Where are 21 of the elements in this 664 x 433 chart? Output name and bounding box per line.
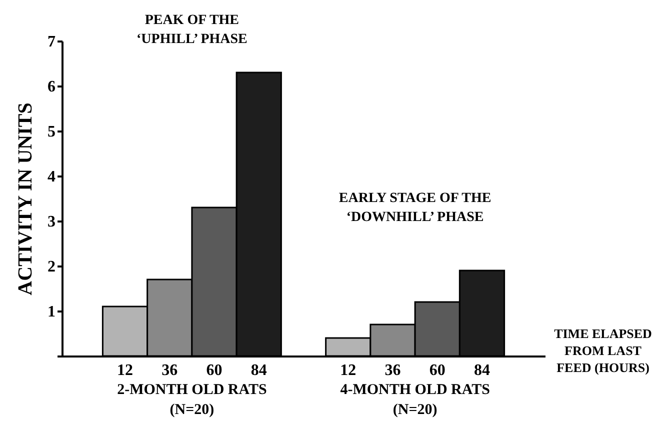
x-tick-label: 12 (117, 362, 134, 379)
x-tick-label: 84 (474, 362, 490, 379)
x-axis-title: TIME ELAPSED FROM LAST FEED (HOURS) (554, 326, 652, 375)
x-tick-label: 36 (162, 362, 178, 379)
y-tick-label: 4 (48, 168, 56, 186)
y-tick-label: 1 (48, 304, 56, 320)
y-tick-label: 6 (48, 78, 56, 96)
x-tick-label: 36 (384, 362, 401, 379)
y-tick-label: 3 (48, 214, 56, 230)
annotation: PEAK OF THE ‘UPHILL’ PHASE (136, 13, 248, 47)
x-tick-label: 60 (429, 362, 446, 379)
x-tick-label: 84 (250, 362, 267, 379)
text: 2-MONTH OLD RATS (N=20) (117, 382, 267, 418)
y-tick-label: 2 (48, 258, 56, 276)
x-tick-label: 12 (340, 362, 356, 379)
annotation: EARLY STAGE OF THE ‘DOWNHILL’ PHASE (338, 191, 492, 225)
y-tick-label: 5 (48, 124, 56, 140)
x-tick-label: 60 (206, 362, 222, 379)
text: 4-MONTH OLD RATS (N=20) (340, 382, 490, 418)
y-axis-title: ACTIVITY IN UNITS (14, 102, 36, 296)
y-tick-label: 7 (48, 34, 56, 50)
